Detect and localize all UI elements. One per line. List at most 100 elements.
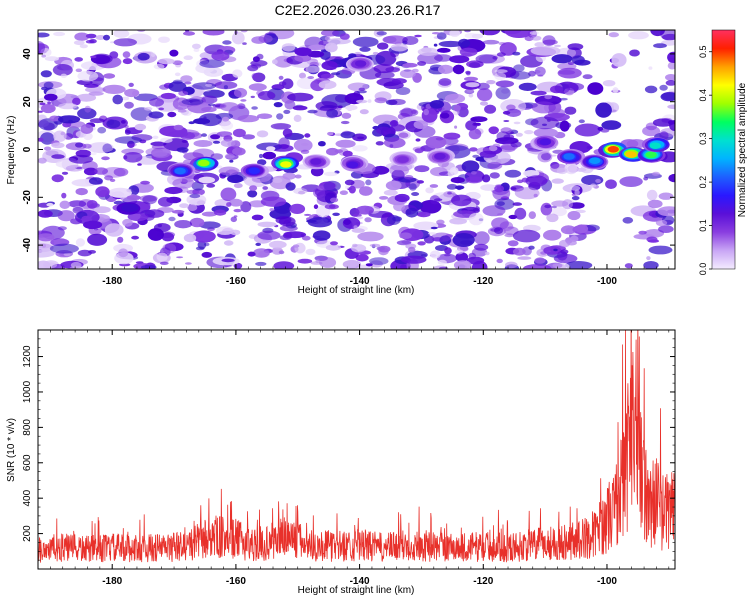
heatmap-noise-blob xyxy=(61,192,67,199)
heatmap-noise-blob xyxy=(122,51,131,58)
heatmap-noise-blob xyxy=(74,57,83,62)
heatmap-noise-blob xyxy=(480,184,498,191)
heatmap-noise-blob xyxy=(83,132,93,141)
heatmap-noise-blob xyxy=(89,118,105,124)
heatmap-noise-blob xyxy=(92,206,111,214)
heatmap-noise-blob xyxy=(294,47,312,56)
heatmap-features xyxy=(167,56,670,179)
heatmap-noise-blob xyxy=(222,116,230,122)
heatmap-noise-blob xyxy=(495,86,511,100)
heatmap-noise-blob xyxy=(273,102,283,108)
heatmap-noise-blob xyxy=(602,80,616,87)
heatmap-noise-blob xyxy=(305,65,321,73)
heatmap-noise-blob xyxy=(227,174,244,184)
heatmap-noise-blob xyxy=(494,69,508,74)
heatmap-noise-blob xyxy=(108,187,132,198)
heatmap-feature-blob xyxy=(280,161,292,168)
heatmap-noise-blob xyxy=(628,31,649,40)
heatmap-noise-blob xyxy=(240,30,248,33)
heatmap-noise-blob xyxy=(218,166,240,176)
heatmap-noise-blob xyxy=(313,204,319,209)
heatmap-noise-blob xyxy=(512,202,523,206)
heatmap-noise-blob xyxy=(484,251,490,256)
heatmap-noise-blob xyxy=(382,35,408,44)
heatmap-noise-blob xyxy=(352,145,368,152)
heatmap-noise-blob xyxy=(211,51,230,61)
heatmap-noise-blob xyxy=(312,230,331,241)
heatmap-noise-blob xyxy=(38,249,55,258)
heatmap-noise-blob xyxy=(220,139,236,148)
heatmap-noise-blob xyxy=(249,185,258,192)
heatmap-noise-blob xyxy=(278,137,290,149)
heatmap-noise-blob xyxy=(46,202,54,207)
heatmap-noise-blob xyxy=(186,189,200,195)
heatmap-noise-blob xyxy=(153,223,171,232)
heatmap-noise-blob xyxy=(469,147,478,152)
heatmap-noise-blob xyxy=(414,148,424,154)
heatmap-noise-blob xyxy=(436,32,447,40)
heatmap-noise-blob xyxy=(461,160,480,173)
heatmap-noise-blob xyxy=(232,147,246,156)
heatmap-noise-blob xyxy=(51,154,65,159)
heatmap-noise-blob xyxy=(161,232,175,242)
heatmap-noise-blob xyxy=(137,163,142,166)
heatmap-noise-blob xyxy=(84,105,91,113)
heatmap-noise-blob xyxy=(313,187,326,198)
heatmap-noise-blob xyxy=(558,70,576,75)
heatmap-noise-blob xyxy=(398,132,409,138)
heatmap-noise-blob xyxy=(451,194,472,207)
heatmap-noise-blob xyxy=(43,81,54,89)
heatmap-noise-blob xyxy=(201,211,217,217)
heatmap-noise-blob xyxy=(39,114,46,120)
heatmap-noise-blob xyxy=(367,99,372,103)
heatmap-noise-blob xyxy=(102,84,126,94)
heatmap-noise-blob xyxy=(224,153,235,159)
heatmap-noise-blob xyxy=(324,36,331,41)
heatmap-noise-blob xyxy=(94,167,108,175)
heatmap-noise-blob xyxy=(582,74,593,80)
figure-title: C2E2.2026.030.23.26.R17 xyxy=(274,2,441,18)
heatmap-noise-blob xyxy=(251,73,260,80)
heatmap-noise-blob xyxy=(97,126,107,134)
heatmap-noise-blob xyxy=(531,101,556,114)
heatmap-noise-blob xyxy=(554,44,561,48)
heatmap-noise-blob xyxy=(38,137,44,142)
heatmap-noise-blob xyxy=(140,180,151,185)
heatmap-noise-blob xyxy=(348,53,357,59)
heatmap-noise-blob xyxy=(112,94,123,105)
heatmap-noise-blob xyxy=(622,217,634,224)
heatmap-noise-blob xyxy=(49,115,60,122)
heatmap-noise-blob xyxy=(113,200,124,205)
heatmap-noise-blob xyxy=(491,217,509,230)
heatmap-noise-blob xyxy=(510,187,517,190)
heatmap-noise-blob xyxy=(399,108,419,117)
heatmap-noise-blob xyxy=(474,231,490,246)
heatmap-noise-blob xyxy=(223,240,234,246)
heatmap-noise-blob xyxy=(222,40,232,45)
heatmap-noise-blob xyxy=(159,261,169,265)
heatmap-noise-blob xyxy=(399,69,416,79)
heatmap-noise-blob xyxy=(551,54,573,64)
heatmap-noise-blob xyxy=(293,187,308,195)
heatmap-noise-blob xyxy=(648,245,673,255)
heatmap-y-tick-label: -40 xyxy=(22,237,33,252)
heatmap-noise-blob xyxy=(151,145,167,150)
heatmap-noise-blob xyxy=(44,146,52,151)
heatmap-noise-blob xyxy=(499,42,517,56)
heatmap-noise-blob xyxy=(128,82,134,87)
heatmap-noise-blob xyxy=(377,42,389,50)
heatmap-noise-blob xyxy=(454,125,458,129)
heatmap-noise-blob xyxy=(250,95,255,99)
heatmap-noise-blob xyxy=(372,51,379,55)
heatmap-noise-blob xyxy=(266,146,276,152)
heatmap-noise-blob xyxy=(74,32,90,41)
heatmap-noise-blob xyxy=(541,152,551,161)
heatmap-noise-blob xyxy=(475,54,498,64)
heatmap-noise-blob xyxy=(294,174,302,179)
heatmap-noise-blob xyxy=(430,250,441,259)
heatmap-noise-blob xyxy=(257,159,267,166)
heatmap-noise-blob xyxy=(665,80,675,86)
snr-x-tick-label: -160 xyxy=(226,576,246,587)
heatmap-noise-blob xyxy=(514,187,540,200)
heatmap-noise-blob xyxy=(173,129,200,138)
